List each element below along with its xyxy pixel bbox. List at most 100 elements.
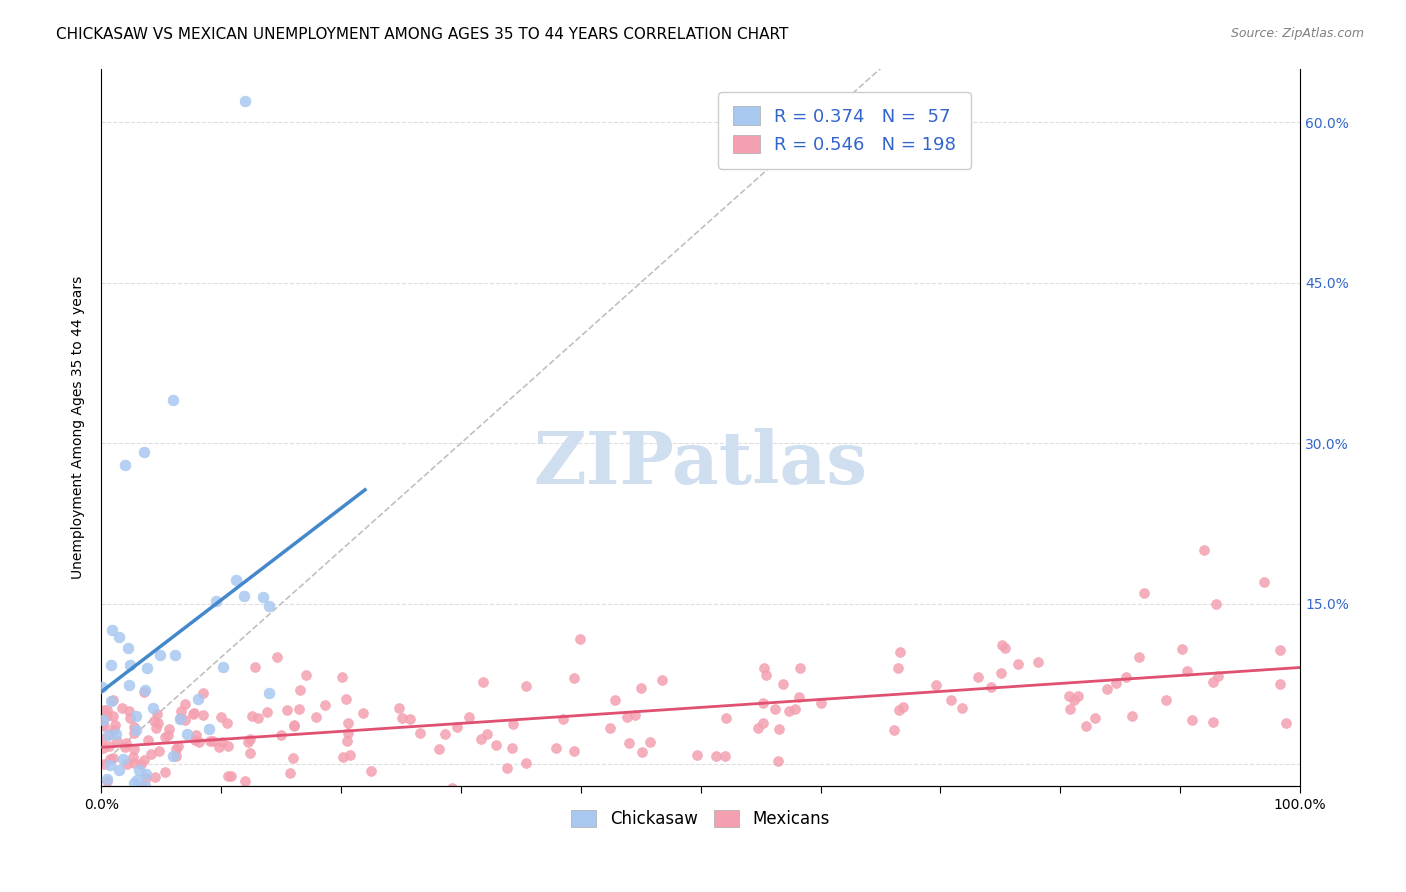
Point (755, 668, 778, 682)
Point (544, 740, 567, 755)
Point (141, 747, 163, 762)
Text: CHICKASAW VS MEXICAN UNEMPLOYMENT AMONG AGES 35 TO 44 YEARS CORRELATION CHART: CHICKASAW VS MEXICAN UNEMPLOYMENT AMONG … (56, 27, 789, 42)
Point (1202, 675, 1225, 690)
Point (1133, 586, 1156, 600)
Point (107, 793, 129, 807)
Point (107, 763, 129, 777)
Point (515, 756, 537, 771)
Point (132, 685, 155, 699)
Point (240, 708, 263, 723)
Point (1057, 690, 1080, 704)
Point (685, 747, 707, 762)
Point (235, 774, 257, 789)
Point (146, 706, 169, 721)
Point (1115, 669, 1137, 683)
Point (236, 735, 259, 749)
Point (278, 766, 301, 780)
Point (217, 739, 239, 753)
Point (276, 703, 298, 717)
Y-axis label: Unemployment Among Ages 35 to 44 years: Unemployment Among Ages 35 to 44 years (72, 276, 86, 579)
Point (212, 659, 235, 673)
Point (256, 705, 278, 719)
Point (470, 731, 492, 746)
Point (146, 715, 169, 730)
Point (427, 742, 450, 756)
Point (103, 718, 125, 732)
Point (1007, 657, 1029, 672)
Point (96, 709, 118, 723)
Point (1154, 693, 1177, 707)
Point (93, 811, 115, 825)
Point (1181, 714, 1204, 728)
Point (314, 698, 336, 712)
Legend: Chickasaw, Mexicans: Chickasaw, Mexicans (565, 804, 837, 835)
Point (148, 744, 170, 758)
Point (768, 723, 790, 737)
Point (122, 726, 145, 740)
Point (183, 706, 205, 720)
Point (603, 693, 626, 707)
Point (772, 677, 794, 691)
Point (107, 811, 129, 825)
Point (789, 661, 811, 675)
Point (98, 739, 121, 753)
Point (283, 719, 305, 733)
Point (202, 733, 225, 747)
Point (177, 789, 200, 804)
Point (94, 789, 117, 803)
Point (184, 728, 207, 742)
Point (129, 757, 152, 772)
Point (134, 683, 156, 698)
Point (616, 710, 638, 724)
Point (751, 697, 773, 711)
Point (134, 811, 156, 825)
Point (496, 761, 519, 775)
Point (569, 632, 592, 647)
Point (162, 393, 184, 408)
Point (754, 661, 776, 675)
Point (186, 789, 208, 804)
Point (980, 680, 1002, 694)
Point (191, 707, 214, 722)
Point (155, 788, 177, 802)
Point (1063, 693, 1085, 707)
Point (91, 680, 114, 694)
Point (105, 733, 128, 747)
Point (208, 740, 231, 755)
Point (90, 718, 112, 732)
Point (169, 712, 191, 726)
Point (966, 670, 988, 684)
Point (433, 727, 456, 741)
Point (170, 704, 193, 718)
Point (117, 641, 139, 656)
Point (1128, 649, 1150, 664)
Point (96, 774, 118, 789)
Point (100, 694, 122, 708)
Point (115, 757, 138, 772)
Point (96, 772, 118, 786)
Point (142, 701, 165, 715)
Point (1026, 655, 1049, 669)
Point (1205, 597, 1227, 611)
Point (990, 666, 1012, 681)
Point (145, 721, 167, 735)
Point (135, 766, 157, 780)
Point (127, 789, 149, 804)
Point (110, 789, 132, 804)
Point (108, 630, 131, 644)
Point (217, 769, 239, 783)
Point (120, 657, 142, 672)
Point (713, 749, 735, 764)
Point (1175, 664, 1198, 678)
Point (93, 719, 115, 733)
Point (162, 749, 184, 764)
Point (477, 727, 499, 741)
Point (360, 764, 382, 779)
Point (599, 721, 621, 735)
Point (93, 757, 115, 772)
Point (1084, 710, 1107, 724)
Point (270, 728, 292, 742)
Point (134, 779, 156, 793)
Point (101, 624, 124, 638)
Point (219, 769, 242, 783)
